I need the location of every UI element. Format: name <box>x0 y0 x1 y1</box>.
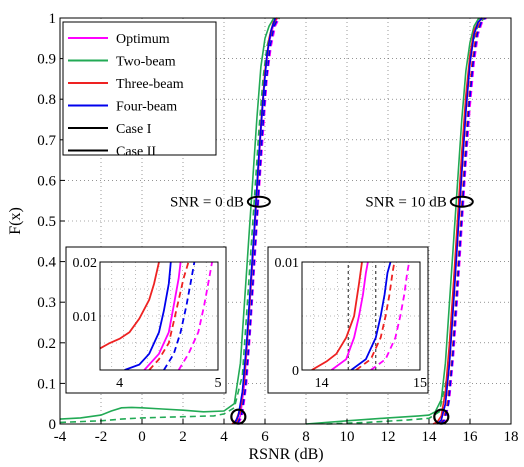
x-tick-label: -2 <box>95 429 108 445</box>
inset-plot: 4 5 0.01 0.02 <box>65 246 227 394</box>
legend-label: Case II <box>116 145 156 160</box>
inset-series-line <box>163 262 196 370</box>
x-axis-label: RSNR (dB) <box>248 446 323 463</box>
legend-label: Case I <box>116 122 152 137</box>
inset-frame <box>99 261 219 371</box>
series-line <box>305 17 483 425</box>
inset-series-line <box>355 262 396 370</box>
y-tick-label: 0.3 <box>37 295 56 311</box>
inset-y-tick-label: 0.01 <box>275 256 300 271</box>
x-tick-label: 8 <box>302 429 310 445</box>
inset-x-tick-label: 5 <box>215 376 222 391</box>
y-axis-ticks: 0 0.1 0.2 0.3 0.4 0.5 0.6 0.7 0.8 0.9 1 <box>37 11 65 433</box>
annotations: SNR = 0 dB SNR = 10 dB <box>170 195 447 211</box>
series-line <box>436 17 483 425</box>
y-tick-label: 1 <box>49 11 57 27</box>
inset-curves <box>311 262 411 370</box>
inset-series-line <box>177 262 213 370</box>
y-axis-label: F(x) <box>7 207 24 235</box>
legend-label: Optimum <box>116 32 170 47</box>
x-tick-label: 0 <box>138 429 146 445</box>
y-tick-label: 0.2 <box>37 336 56 352</box>
inset-series-line <box>330 262 369 370</box>
inset-series-line <box>370 262 411 370</box>
inset-series-line <box>143 262 182 370</box>
series-line <box>432 17 483 425</box>
y-tick-label: 0.1 <box>37 376 56 392</box>
inset-frame <box>301 261 421 371</box>
x-tick-label: 14 <box>422 429 438 445</box>
series-line <box>436 17 483 425</box>
inset-plot: 14 15 0 0.01 <box>267 246 429 394</box>
legend-box <box>62 21 217 156</box>
inset-series-line <box>124 262 172 370</box>
series-line <box>439 17 486 425</box>
inset-x-tick-label: 4 <box>116 376 123 391</box>
inset-y-tick-label: 0.02 <box>73 256 98 271</box>
legend-label: Three-beam <box>116 77 184 92</box>
x-tick-label: 10 <box>340 429 355 445</box>
y-tick-label: 0.4 <box>37 255 56 271</box>
y-tick-label: 0.9 <box>37 52 56 68</box>
series-line <box>233 17 277 425</box>
inset-x-tick-label: 15 <box>413 376 427 391</box>
y-tick-label: 0.7 <box>37 133 56 149</box>
x-tick-label: 2 <box>179 429 187 445</box>
inset-series-line <box>350 262 392 370</box>
x-tick-label: 12 <box>381 429 396 445</box>
y-tick-label: 0.8 <box>37 92 56 108</box>
y-tick-label: 0 <box>49 417 57 433</box>
series-line <box>236 17 280 425</box>
y-tick-label: 0.6 <box>37 173 56 189</box>
snr-ellipse <box>246 195 271 208</box>
x-tick-label: 18 <box>504 429 519 445</box>
x-tick-label: 16 <box>463 429 479 445</box>
inset-y-tick-label: 0 <box>292 364 299 379</box>
x-tick-label: 4 <box>220 429 228 445</box>
legend-label: Four-beam <box>116 100 177 115</box>
insets: 4 5 0.01 0.02 14 15 0 0.01 <box>65 246 429 394</box>
snr-annotation: SNR = 10 dB <box>365 195 446 211</box>
x-tick-label: -4 <box>54 429 67 445</box>
snr-annotation: SNR = 0 dB <box>170 195 244 211</box>
y-tick-label: 0.5 <box>37 214 56 230</box>
inset-curves <box>100 262 213 370</box>
inset-series-line <box>148 262 190 370</box>
legend: Optimum Two-beam Three-beam Four-beam Case I… <box>62 21 217 160</box>
inset-series-line <box>100 262 160 350</box>
series-line <box>59 17 278 420</box>
inset-series-line <box>311 262 363 370</box>
inset-x-tick-label: 14 <box>315 376 329 391</box>
legend-label: Two-beam <box>116 55 176 70</box>
inset-y-tick-label: 0.01 <box>73 310 98 325</box>
snr-ellipse <box>449 195 474 208</box>
x-axis-ticks: -4 -2 0 2 4 6 8 10 12 14 16 18 <box>54 419 519 445</box>
x-tick-label: 6 <box>261 429 269 445</box>
